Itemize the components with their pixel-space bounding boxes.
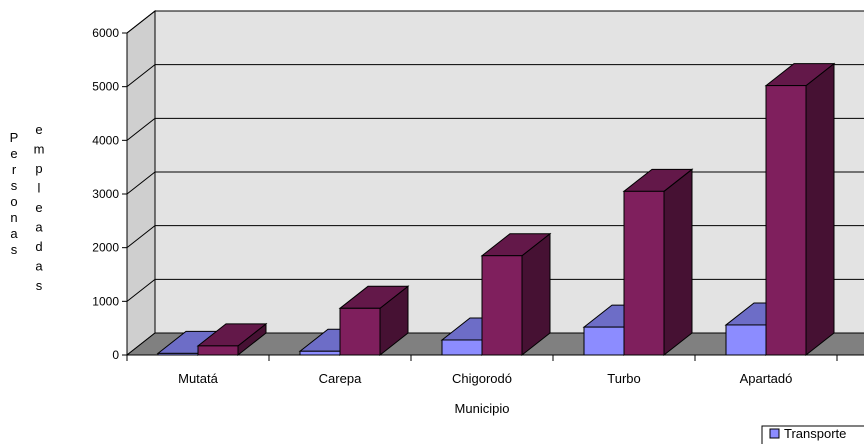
bar-front	[765, 85, 807, 356]
bar-comercio-4	[764, 62, 836, 357]
y-label-letter: p	[35, 161, 42, 176]
bar-front	[623, 190, 665, 356]
bar-front	[725, 324, 767, 356]
bar-comercio-2	[480, 232, 552, 357]
bar-front	[339, 307, 381, 356]
legend-swatch	[769, 428, 780, 439]
y-tick-label: 4000	[92, 133, 119, 147]
x-axis-label: Municipio	[455, 401, 510, 416]
y-tick-label: 6000	[92, 26, 119, 40]
bar-side	[805, 62, 835, 357]
y-label-letter: s	[11, 242, 18, 257]
bar-front	[299, 350, 341, 356]
bar-front	[583, 326, 625, 356]
y-tick-label: 3000	[92, 187, 119, 201]
x-tick-label: Turbo	[607, 371, 640, 386]
y-label-letter: s	[11, 178, 18, 193]
x-tick-label: Chigorodó	[452, 371, 512, 386]
bar-comercio-1	[338, 285, 410, 357]
bar-front	[157, 352, 199, 356]
y-label-letter: a	[35, 259, 43, 274]
y-label-letter: n	[10, 210, 17, 225]
legend: TransporteComercio	[761, 425, 864, 444]
y-label-letter: m	[34, 142, 45, 157]
y-label-letter: a	[35, 220, 43, 235]
bar-front	[441, 339, 483, 356]
y-label-letter: P	[10, 130, 19, 145]
y-label-letter: r	[12, 162, 17, 177]
bars	[156, 62, 836, 357]
x-tick-label: Mutatá	[178, 371, 219, 386]
gridline	[126, 117, 864, 141]
legend-label: Transporte	[784, 426, 846, 441]
y-label-letter: d	[35, 239, 42, 254]
y-label-letter: e	[35, 122, 42, 137]
gridline	[126, 10, 864, 34]
bar-front	[481, 255, 523, 356]
y-label-letter: s	[36, 278, 43, 293]
gridline	[126, 64, 864, 88]
bar-comercio-3	[622, 168, 694, 357]
bar-side	[663, 168, 693, 357]
y-tick-label: 0	[112, 348, 119, 362]
y-tick-label: 2000	[92, 241, 119, 255]
y-label-letter: o	[10, 194, 17, 209]
y-axis: 0 1000 2000 3000 4000 5000 6000	[92, 26, 128, 362]
y-label-letter: a	[10, 226, 18, 241]
y-tick-label: 1000	[92, 294, 119, 308]
legend-box	[761, 425, 864, 444]
y-label-letter: e	[35, 200, 42, 215]
y-label-letter: e	[10, 146, 17, 161]
bar-front	[197, 345, 239, 356]
x-axis: Mutatá Carepa Chigorodó Turbo Apartadó	[126, 354, 864, 386]
y-label-letter: l	[38, 181, 41, 196]
x-tick-label: Apartadó	[740, 371, 793, 386]
y-tick-label: 5000	[92, 80, 119, 94]
x-tick-label: Carepa	[319, 371, 362, 386]
bar-comercio-0	[196, 322, 268, 357]
